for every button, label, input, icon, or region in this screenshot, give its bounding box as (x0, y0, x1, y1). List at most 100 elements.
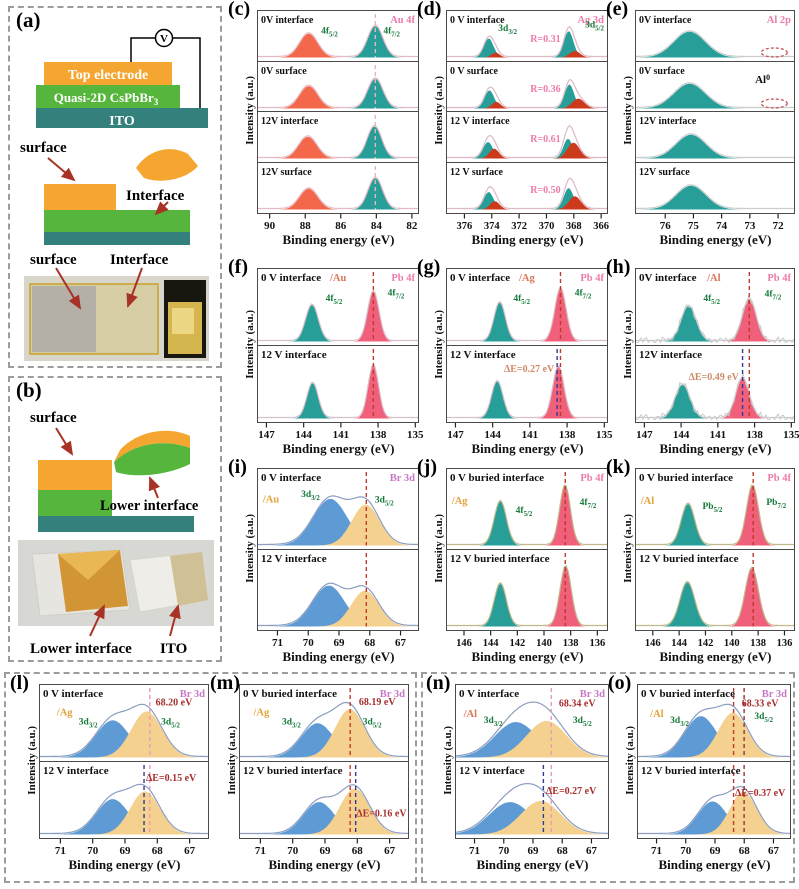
envelope-line (258, 24, 418, 58)
tick-label: 138 (746, 429, 763, 441)
peak-area (258, 585, 418, 626)
x-axis-label: Binding energy (eV) (658, 856, 771, 872)
subpanel-title: 0V surface (261, 66, 307, 77)
annotation-text: Pb5/2 (702, 502, 722, 514)
subpanel-title: 12 V buried interface (243, 765, 343, 777)
tick-label: 71 (469, 845, 480, 857)
peak-area (258, 78, 418, 108)
envelope-line (258, 582, 418, 626)
x-axis-ticks: 147 144 141 138 135 (258, 422, 424, 441)
xps-subpanel: 0 V surface R=0.36 (446, 60, 608, 113)
y-axis-label: Intensity (a.u.) (441, 725, 454, 795)
subpanel-title: 0 V buried interface (243, 688, 337, 700)
b-flake-green (114, 443, 190, 476)
y-axis-label: Intensity (a.u.) (243, 309, 256, 379)
annotation-text: /Ag (518, 273, 536, 284)
xps-chart-pb4f-ag: Intensity (a.u.) 0 V interface Pb 4f/Ag 4f5… (431, 268, 613, 460)
annotation-text: 3d3/2 (79, 718, 98, 730)
subpanel-title: 12 V interface (261, 349, 327, 361)
x-axis-ticks: 71 70 69 68 67 (469, 838, 597, 857)
peak-area (258, 590, 418, 626)
annotation-text: 4f5/2 (513, 294, 530, 306)
peak-area (447, 501, 607, 546)
peak-area (638, 791, 790, 834)
panel-g: (g) Intensity (a.u.) 0 V interface Pb 4f/A… (417, 256, 613, 460)
panel-letter-i: (i) (228, 456, 247, 478)
tick-label: 141 (709, 429, 726, 441)
b-electrode-block (38, 460, 112, 490)
xps-chart-au4f: Intensity (a.u.) 0V interface Au 4f 4f5/2 4f… (242, 10, 420, 258)
envelope-line (40, 703, 208, 758)
tick-label: 142 (697, 638, 713, 649)
tick-label: 368 (565, 221, 581, 232)
tick-label: 135 (783, 429, 799, 441)
photo-silver-film (32, 286, 96, 352)
annotation-text: /Al (649, 709, 664, 720)
peak-area (258, 136, 418, 159)
panel-letter-k: (k) (606, 456, 631, 478)
tick-label: 67 (395, 637, 407, 649)
panel-letter-o: (o) (608, 672, 632, 694)
subpanel-title: 12V interface (261, 116, 319, 127)
subpanel-title: 12 V interface (459, 765, 525, 777)
xps-subpanel: 0 V interface Br 3d/Au 3d3/2 3d5/2 (257, 468, 419, 550)
envelope-line (636, 484, 794, 546)
peak-area (636, 582, 794, 626)
species-label: Br 3d (180, 689, 205, 700)
xps-subpanel: 0 V interface Ag 3d 3d3/2 3d5/2 R=0.31 (446, 10, 608, 62)
subpanel-title: 0 V interface (459, 688, 519, 700)
annotation-text: /Au (329, 273, 347, 284)
tick-label: 68 (151, 845, 163, 857)
panel-letter-m: (m) (210, 672, 240, 694)
tick-label: 146 (456, 638, 472, 649)
annotation-text: 4f5/2 (321, 27, 338, 39)
peak-area (447, 288, 607, 342)
annotation-text: /Ag (56, 707, 74, 718)
xps-subpanel: 0 V interface Pb 4f/Ag 4f5/2 4f7/2 (446, 268, 608, 346)
xps-subpanel: 12V interface (257, 111, 419, 163)
subpanel-title: 12 V interface (261, 553, 327, 565)
tick-label: 138 (558, 429, 575, 441)
tick-label: 370 (538, 221, 554, 232)
envelope-line (258, 495, 418, 546)
interface-label-a: Interface (126, 188, 185, 204)
peak-area (40, 720, 208, 758)
peak-area (258, 126, 418, 159)
subpanel-title: 0V interface (261, 15, 314, 26)
x-axis-label: Binding energy (eV) (471, 440, 584, 456)
subpanel-title: 12 V interface (450, 116, 510, 127)
peel-teal-layer (44, 232, 190, 245)
tick-label: 90 (264, 220, 276, 232)
tick-label: 135 (596, 429, 613, 441)
peak-area (258, 382, 418, 418)
annotation-text: 68.19 eV (359, 697, 396, 708)
xps-subpanel: 0V interface Pb 4f/Al 4f5/2 4f7/2 (635, 268, 795, 346)
annotation-text: Al0 (755, 73, 770, 86)
peak-area (240, 788, 408, 834)
x-axis-ticks: 71 70 69 68 67 (271, 630, 407, 649)
peak-area (258, 291, 418, 342)
subpanel-title: 12 V buried interface (641, 765, 741, 777)
peak-area (258, 33, 418, 58)
species-label: Pb 4f (767, 273, 791, 284)
y-axis-label: Intensity (a.u.) (623, 725, 636, 795)
tick-label: 72 (772, 220, 784, 232)
y-axis-label: Intensity (a.u.) (243, 513, 256, 583)
x-axis-ticks: 90 88 86 84 82 (264, 213, 417, 232)
voltmeter-label: V (160, 33, 168, 45)
peak-area (258, 364, 418, 418)
tick-label: 144 (484, 429, 501, 441)
al0-ellipse-marker (760, 47, 788, 58)
annotation-text: R=0.61 (530, 134, 560, 145)
tick-label: 69 (527, 845, 539, 857)
x-axis-ticks: 376 374 372 370 368 366 (456, 213, 609, 232)
species-label: Br 3d (580, 689, 605, 700)
photo-surface-label: surface (30, 252, 77, 268)
panel-letter-g: (g) (417, 256, 441, 278)
device-schematic: V Top electrode Quasi-2D CsPbBr3 ITO (36, 28, 208, 128)
tick-label: 70 (498, 845, 510, 857)
xps-subpanel: 12 V interface ΔE=0.27 eV (446, 344, 608, 423)
species-label: Br 3d (380, 689, 405, 700)
tick-label: 135 (407, 429, 424, 441)
